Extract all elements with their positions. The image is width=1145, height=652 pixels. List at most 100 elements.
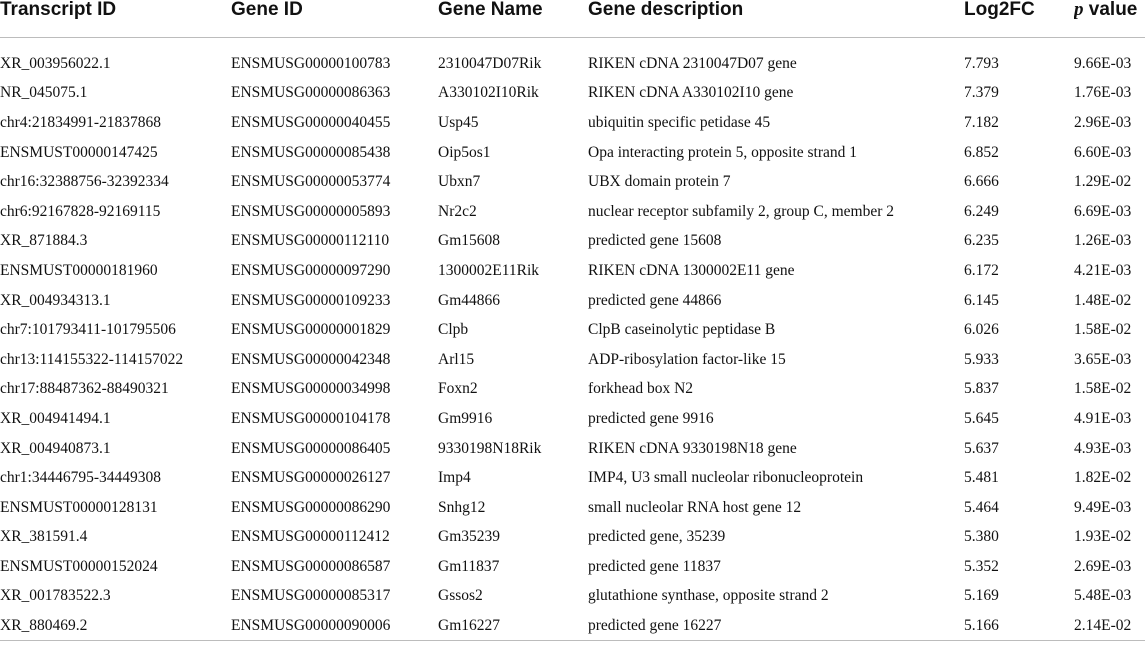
cell-gene-description: forkhead box N2	[588, 380, 694, 398]
cell-transcript-id: chr6:92167828-92169115	[0, 202, 161, 220]
cell-transcript-id: chr17:88487362-88490321	[0, 380, 169, 398]
table-row: XR_004934313.1 ENSMUSG00000109233 Gm44866 p…	[0, 286, 1145, 316]
table-row: XR_004941494.1 ENSMUSG00000104178 Gm9916 pr…	[0, 404, 1145, 434]
table-row: chr16:32388756-32392334 ENSMUSG0000005377…	[0, 167, 1145, 197]
cell-log2fc: 7.182	[964, 113, 999, 131]
header-gene-name: Gene Name	[438, 0, 588, 38]
cell-gene-description: RIKEN cDNA 9330198N18 gene	[588, 439, 797, 457]
cell-log2fc: 7.793	[964, 54, 999, 72]
cell-gene-name: Clpb	[438, 321, 469, 339]
cell-log2fc: 7.379	[964, 84, 999, 102]
cell-gene-name: Gm35239	[438, 528, 500, 546]
cell-transcript-id: XR_381591.4	[0, 528, 88, 546]
cell-gene-name: Gm44866	[438, 291, 500, 309]
table-row: XR_004940873.1 ENSMUSG00000086405 9330198N…	[0, 434, 1145, 464]
cell-gene-id: ENSMUSG00000086290	[231, 498, 391, 516]
cell-gene-name: Foxn2	[438, 380, 478, 398]
header-gene-description: Gene description	[588, 0, 964, 38]
cell-gene-name: A330102I10Rik	[438, 84, 539, 102]
cell-log2fc: 5.645	[964, 409, 999, 427]
cell-gene-id: ENSMUSG00000005893	[231, 202, 391, 220]
table-row: chr4:21834991-21837868 ENSMUSG00000040455…	[0, 108, 1145, 138]
cell-gene-description: predicted gene 15608	[588, 232, 722, 250]
cell-log2fc: 6.666	[964, 173, 999, 191]
header-p-value-p: p	[1074, 0, 1084, 20]
cell-gene-name: Gssos2	[438, 587, 483, 605]
cell-p-value: 2.14E-02	[1074, 611, 1145, 642]
cell-gene-description: predicted gene 9916	[588, 409, 714, 427]
cell-transcript-id: XR_003956022.1	[0, 54, 111, 72]
cell-transcript-id: XR_004934313.1	[0, 291, 111, 309]
cell-p-value: 1.82E-02	[1074, 469, 1132, 487]
cell-p-value: 4.21E-03	[1074, 261, 1132, 279]
table-row: NR_045075.1 ENSMUSG00000086363 A330102I10R…	[0, 79, 1145, 109]
cell-log2fc: 5.380	[964, 528, 999, 546]
table-row: XR_871884.3 ENSMUSG00000112110 Gm15608 pred…	[0, 227, 1145, 257]
cell-gene-id: ENSMUSG00000112110	[231, 232, 390, 250]
cell-gene-name: 1300002E11Rik	[438, 261, 540, 279]
header-gene-id: Gene ID	[231, 0, 438, 38]
cell-gene-id: ENSMUSG00000086405	[231, 439, 391, 457]
cell-transcript-id: XR_004941494.1	[0, 409, 111, 427]
cell-gene-name: Gm16227	[438, 611, 588, 642]
cell-log2fc: 5.352	[964, 557, 999, 575]
cell-gene-description: RIKEN cDNA A330102I10 gene	[588, 84, 794, 102]
cell-gene-id: ENSMUSG00000053774	[231, 173, 391, 191]
cell-gene-id: ENSMUSG00000086363	[231, 84, 391, 102]
cell-gene-description: IMP4, U3 small nucleolar ribonucleoprote…	[588, 469, 864, 487]
cell-gene-name: Ubxn7	[438, 173, 481, 191]
cell-gene-name: Gm11837	[438, 557, 500, 575]
table-row: ENSMUST00000152024 ENSMUSG00000086587 Gm11…	[0, 552, 1145, 582]
cell-transcript-id: XR_871884.3	[0, 232, 88, 250]
cell-p-value: 9.49E-03	[1074, 498, 1132, 516]
cell-p-value: 1.58E-02	[1074, 321, 1132, 339]
cell-gene-description: predicted gene 44866	[588, 291, 722, 309]
table-row: chr7:101793411-101795506 ENSMUSG000000018…	[0, 315, 1145, 345]
cell-p-value: 4.91E-03	[1074, 409, 1132, 427]
table-row: ENSMUST00000128131 ENSMUSG00000086290 Snhg…	[0, 493, 1145, 523]
spacer-cell	[0, 37, 1145, 49]
cell-p-value: 6.60E-03	[1074, 143, 1132, 161]
cell-gene-description: nuclear receptor subfamily 2, group C, m…	[588, 202, 895, 220]
cell-gene-id: ENSMUSG00000001829	[231, 321, 391, 339]
cell-transcript-id: ENSMUST00000128131	[0, 498, 158, 516]
cell-p-value: 1.93E-02	[1074, 528, 1132, 546]
cell-gene-id: ENSMUSG00000026127	[231, 469, 391, 487]
cell-gene-name: Nr2c2	[438, 202, 477, 220]
table-row: chr17:88487362-88490321 ENSMUSG0000003499…	[0, 375, 1145, 405]
table-row: XR_003956022.1 ENSMUSG00000100783 2310047D…	[0, 49, 1145, 79]
cell-p-value: 4.93E-03	[1074, 439, 1132, 457]
table-row: chr13:114155322-114157022 ENSMUSG00000042…	[0, 345, 1145, 375]
cell-log2fc: 6.249	[964, 202, 999, 220]
table-row: XR_381591.4 ENSMUSG00000112412 Gm35239 pred…	[0, 523, 1145, 553]
cell-transcript-id: chr4:21834991-21837868	[0, 113, 162, 131]
cell-log2fc: 5.464	[964, 498, 999, 516]
table-row: ENSMUST00000147425 ENSMUSG00000085438 Oip5…	[0, 138, 1145, 168]
table-row: ENSMUST00000181960 ENSMUSG00000097290 1300…	[0, 256, 1145, 286]
table-row: XR_001783522.3 ENSMUSG00000085317 Gssos2 gl…	[0, 582, 1145, 612]
cell-p-value: 1.58E-02	[1074, 380, 1132, 398]
cell-p-value: 2.96E-03	[1074, 113, 1132, 131]
cell-gene-name: Arl15	[438, 350, 475, 368]
cell-gene-id: ENSMUSG00000042348	[231, 350, 391, 368]
table-header: Transcript ID Gene ID Gene Name Gene des…	[0, 0, 1145, 38]
cell-transcript-id: chr7:101793411-101795506	[0, 321, 176, 339]
cell-transcript-id: XR_004940873.1	[0, 439, 111, 457]
cell-gene-name: Snhg12	[438, 498, 486, 516]
cell-gene-description: Opa interacting protein 5, opposite stra…	[588, 143, 858, 161]
cell-gene-id: ENSMUSG00000104178	[231, 409, 391, 427]
cell-log2fc: 6.235	[964, 232, 999, 250]
cell-gene-id: ENSMUSG00000100783	[231, 54, 391, 72]
cell-log2fc: 5.637	[964, 439, 999, 457]
header-row: Transcript ID Gene ID Gene Name Gene des…	[0, 0, 1145, 38]
cell-gene-name: Gm15608	[438, 232, 500, 250]
cell-gene-id: ENSMUSG00000034998	[231, 380, 391, 398]
cell-gene-description: predicted gene 16227	[588, 611, 964, 642]
cell-transcript-id: NR_045075.1	[0, 84, 88, 102]
cell-transcript-id: chr16:32388756-32392334	[0, 173, 169, 191]
cell-log2fc: 5.166	[964, 611, 1074, 642]
cell-gene-description: glutathione synthase, opposite strand 2	[588, 587, 829, 605]
cell-p-value: 3.65E-03	[1074, 350, 1132, 368]
cell-gene-description: ADP-ribosylation factor-like 15	[588, 350, 786, 368]
